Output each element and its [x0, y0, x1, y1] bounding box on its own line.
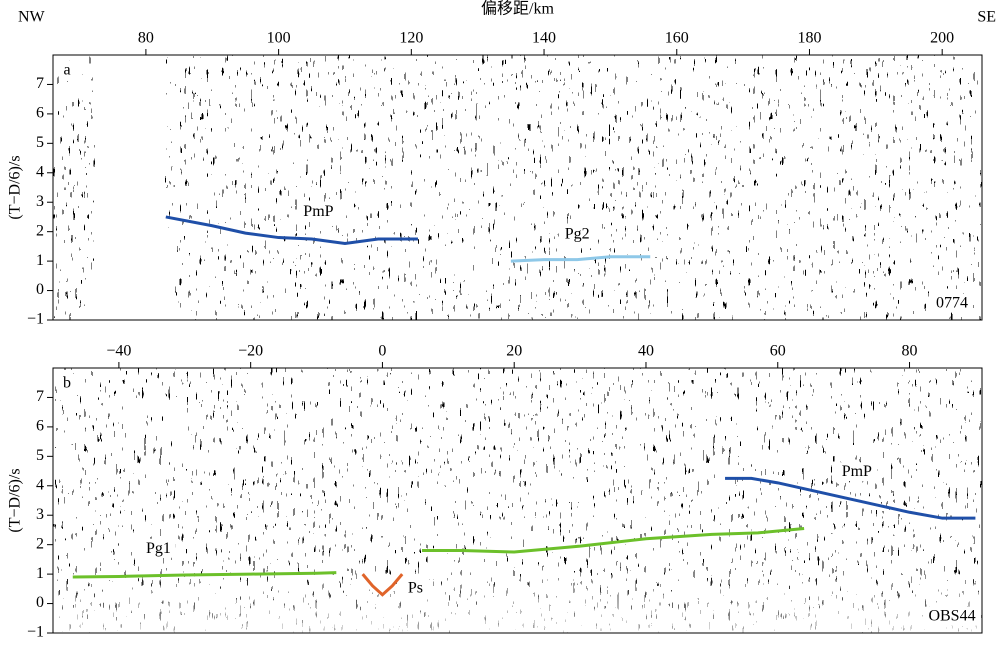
- y-tick-label: 1: [36, 252, 44, 269]
- x-tick-label: 80: [902, 343, 918, 360]
- station-label: 0774: [936, 295, 968, 312]
- phase-label-group: PmP: [298, 202, 339, 222]
- y-tick-label: 6: [36, 418, 44, 435]
- phase-label-box: [298, 202, 339, 222]
- y-tick-label: 7: [36, 75, 44, 92]
- phase-label-box: [402, 578, 428, 598]
- phase-label: Ps: [408, 580, 423, 597]
- data-gap: [96, 55, 165, 320]
- phase-pick: [725, 476, 976, 520]
- phase-label-group: PmP: [836, 462, 878, 482]
- x-tick-label: 40: [638, 343, 654, 360]
- x-tick-label: 120: [399, 30, 423, 47]
- y-tick-label: 0: [36, 594, 44, 611]
- panel-label: a: [63, 62, 70, 79]
- x-tick-label: 100: [267, 30, 291, 47]
- y-axis-label: (T−D/6)/s: [7, 468, 24, 532]
- y-tick-label: 6: [36, 105, 44, 122]
- plot-frame: [52, 54, 983, 321]
- x-tick-label: −40: [106, 343, 131, 360]
- phase-label-box: [836, 462, 878, 482]
- x-tick-label: 60: [770, 343, 786, 360]
- panel-label-group: b: [58, 373, 76, 393]
- phase-pick: [165, 215, 418, 245]
- phase-label: PmP: [842, 463, 872, 480]
- y-tick-label: 5: [36, 134, 44, 151]
- phase-label-group: Pg2: [559, 224, 595, 244]
- seismic-section: [53, 55, 982, 320]
- direction-left: NW: [18, 9, 46, 26]
- station-label-group: 0774: [931, 293, 973, 313]
- panel-label-box: [58, 60, 76, 80]
- section-fade: [53, 568, 982, 633]
- y-tick-label: 3: [36, 193, 44, 210]
- phase-label-group: Ps: [402, 578, 428, 598]
- phase-label: Pg2: [565, 225, 590, 242]
- y-axis-label: (T−D/6)/s: [7, 155, 24, 219]
- phase-label-box: [140, 538, 176, 558]
- y-tick-label: −1: [27, 624, 44, 641]
- x-tick-label: 160: [665, 30, 689, 47]
- station-label-box: [931, 293, 973, 313]
- y-tick-label: 2: [36, 222, 44, 239]
- phase-label: Pg1: [146, 540, 171, 557]
- phase-label: PmP: [303, 203, 333, 220]
- phase-pick: [421, 526, 805, 554]
- plot-frame: [52, 367, 983, 634]
- y-tick-label: 4: [36, 476, 44, 493]
- phase-label-group: Pg1: [140, 538, 176, 558]
- phase-pick: [510, 255, 651, 263]
- panel-label-group: a: [58, 60, 76, 80]
- station-label-box: [923, 606, 981, 626]
- y-tick-label: 5: [36, 447, 44, 464]
- x-tick-label: −20: [238, 343, 263, 360]
- phase-pick: [72, 571, 337, 579]
- x-tick-label: 140: [532, 30, 556, 47]
- y-tick-label: 4: [36, 163, 44, 180]
- x-tick-label: 0: [378, 343, 386, 360]
- x-tick-label: 20: [506, 343, 522, 360]
- x-axis-label: 偏移距/km: [481, 0, 554, 18]
- x-tick-label: 180: [797, 30, 821, 47]
- y-tick-label: 3: [36, 506, 44, 523]
- y-tick-label: 2: [36, 535, 44, 552]
- direction-right: SE: [977, 9, 996, 26]
- station-label-group: OBS44: [923, 606, 981, 626]
- y-tick-label: 7: [36, 388, 44, 405]
- y-tick-label: −1: [27, 311, 44, 328]
- phase-pick: [361, 573, 404, 597]
- station-label: OBS44: [928, 608, 975, 625]
- panel-label-box: [58, 373, 76, 393]
- x-tick-label: 200: [930, 30, 954, 47]
- panel-label: b: [63, 375, 71, 392]
- y-tick-label: 1: [36, 565, 44, 582]
- x-tick-label: 80: [138, 30, 154, 47]
- phase-label-box: [559, 224, 595, 244]
- y-tick-label: 0: [36, 281, 44, 298]
